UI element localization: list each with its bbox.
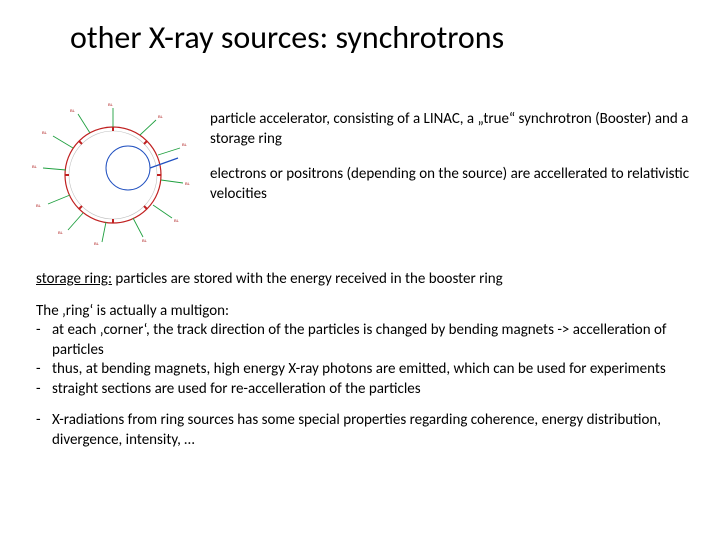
bullet-4-text: X-radiations from ring sources has some … — [52, 411, 686, 450]
intro-p2: electrons or positrons (depending on the… — [210, 165, 690, 204]
dash-icon: - — [36, 360, 52, 380]
svg-text:BL: BL — [94, 241, 100, 245]
page-title: other X-ray sources: synchrotrons — [70, 18, 504, 57]
bullet-3: - straight sections are used for re-acce… — [36, 380, 686, 400]
svg-text:BL: BL — [70, 108, 76, 113]
svg-text:BL: BL — [32, 164, 38, 169]
svg-text:BL: BL — [182, 142, 188, 147]
multigon-block: The ‚ring‘ is actually a multigon: - at … — [36, 302, 686, 400]
dash-icon: - — [36, 411, 52, 450]
closing-block: - X-radiations from ring sources has som… — [36, 411, 686, 450]
svg-text:BL: BL — [174, 218, 180, 223]
intro-p1: particle accelerator, consisting of a LI… — [210, 110, 690, 149]
storage-label: storage ring: — [36, 270, 112, 288]
synchrotron-diagram: BL BL BL BL BL BL BL BL BL BL BL BL — [28, 100, 198, 245]
bullet-1-text: at each ‚corner‘, the track direction of… — [52, 321, 686, 360]
multigon-lead: The ‚ring‘ is actually a multigon: — [36, 302, 686, 322]
bullet-2-text: thus, at bending magnets, high energy X-… — [52, 360, 686, 380]
dash-icon: - — [36, 321, 52, 360]
svg-text:BL: BL — [58, 230, 64, 235]
svg-text:BL: BL — [42, 130, 48, 135]
bullet-1: - at each ‚corner‘, the track direction … — [36, 321, 686, 360]
svg-text:BL: BL — [142, 238, 148, 243]
svg-text:BL: BL — [36, 203, 42, 208]
storage-line: storage ring: particles are stored with … — [36, 270, 686, 290]
bullet-4: - X-radiations from ring sources has som… — [36, 411, 686, 450]
svg-text:BL: BL — [158, 114, 164, 119]
svg-text:BL: BL — [108, 102, 114, 107]
dash-icon: - — [36, 380, 52, 400]
intro-block: particle accelerator, consisting of a LI… — [210, 110, 690, 220]
storage-text: particles are stored with the energy rec… — [112, 270, 503, 288]
body-block: storage ring: particles are stored with … — [36, 270, 686, 462]
bullet-2: - thus, at bending magnets, high energy … — [36, 360, 686, 380]
bullet-3-text: straight sections are used for re-accell… — [52, 380, 686, 400]
svg-text:BL: BL — [185, 181, 191, 186]
